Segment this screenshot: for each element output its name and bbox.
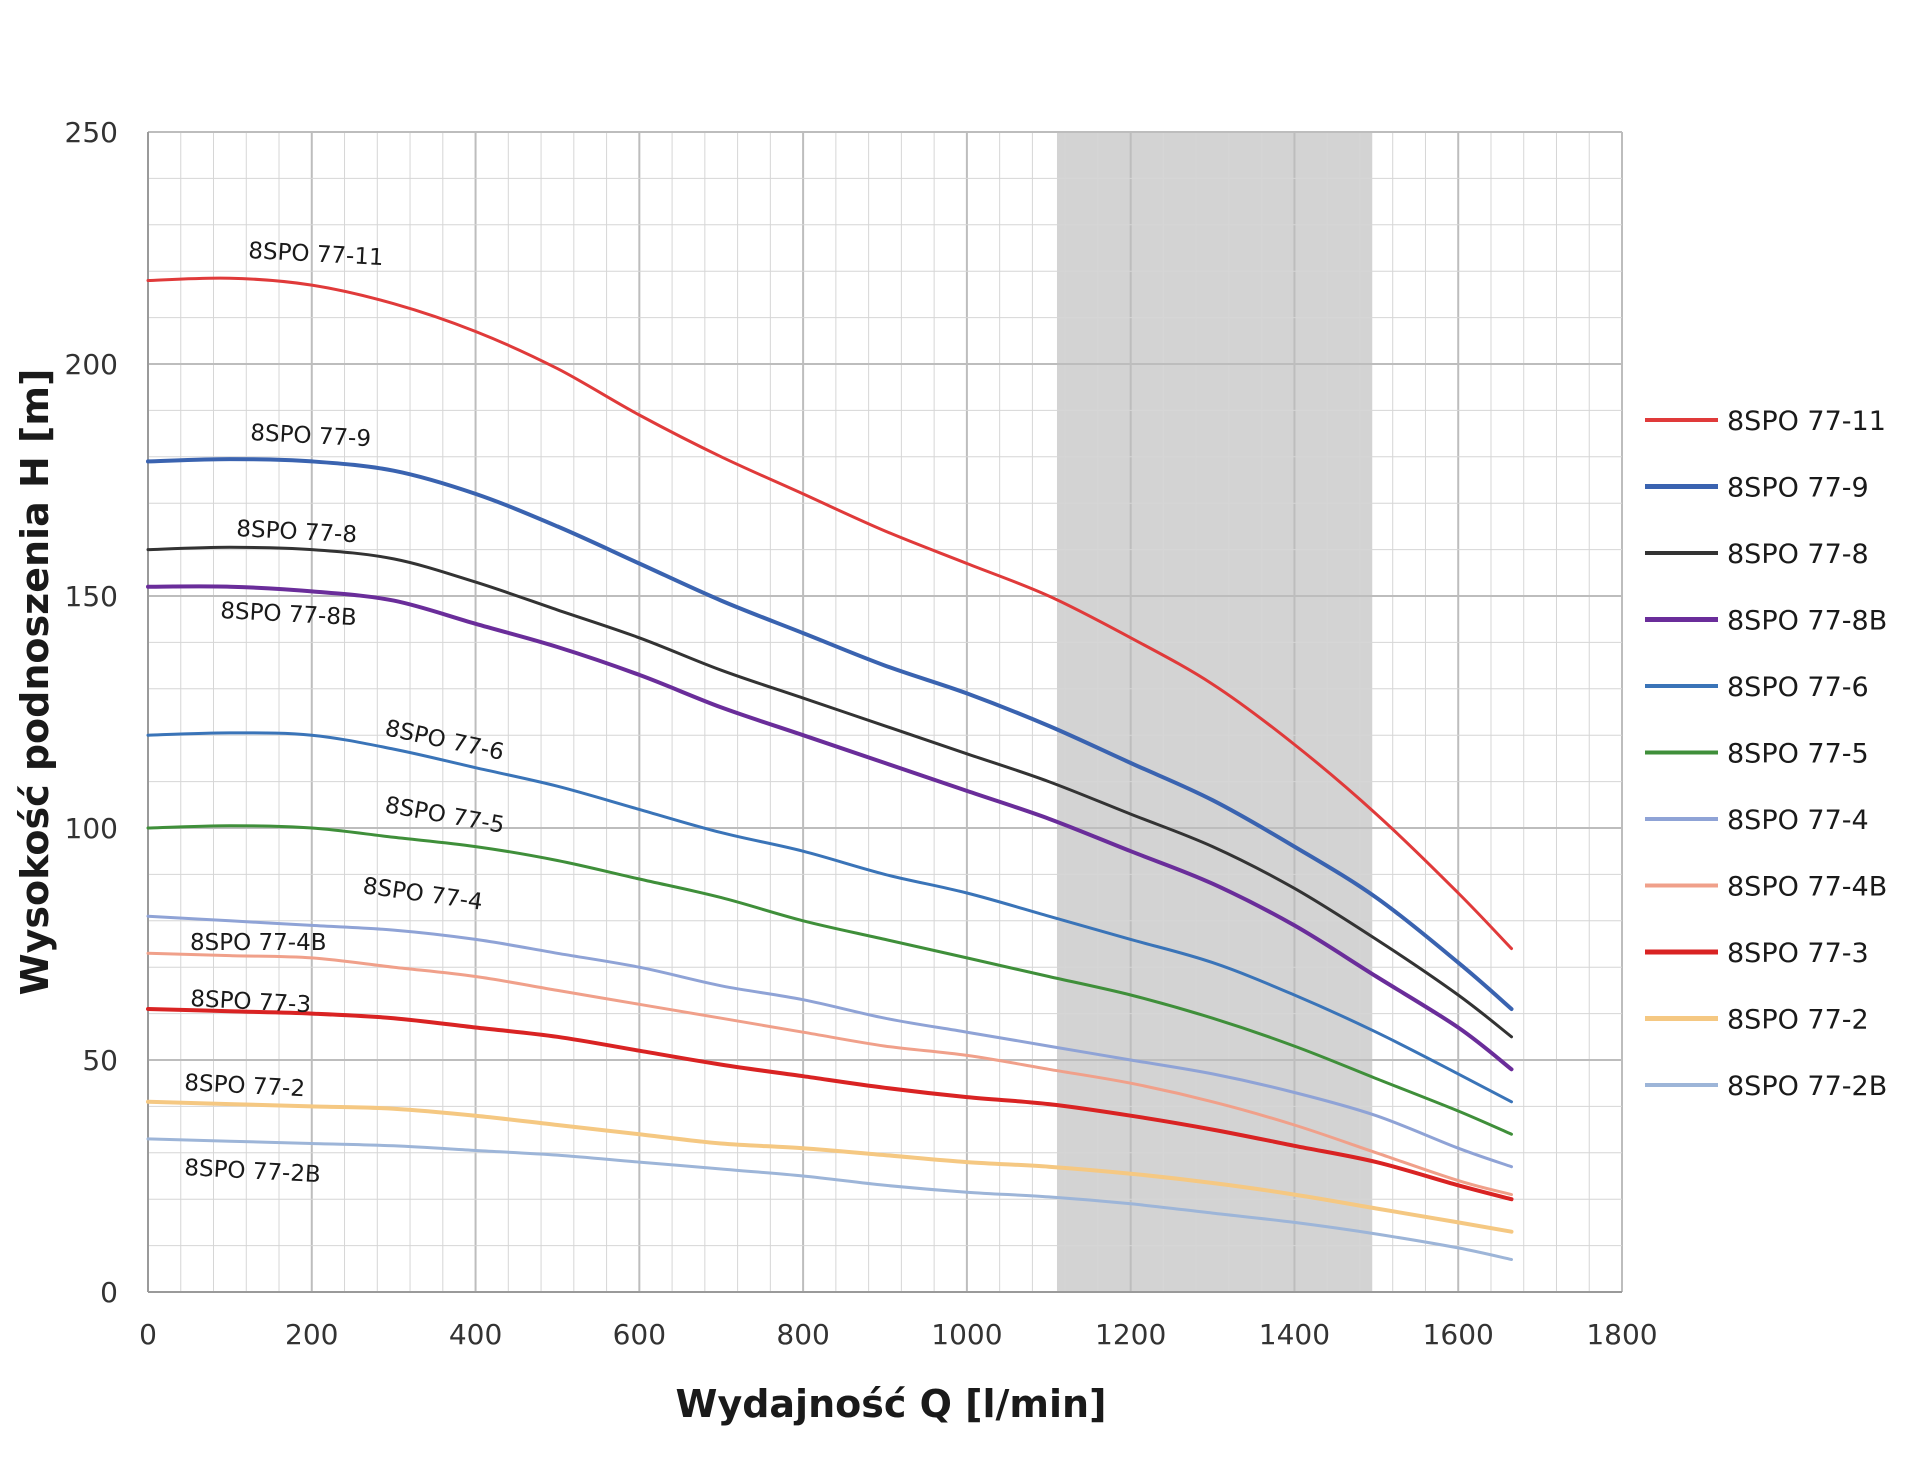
curve-label-8spo-77-8b: 8SPO 77-8B xyxy=(220,598,358,631)
legend-item-8spo-77-8b: 8SPO 77-8B xyxy=(1645,606,1887,637)
shaded-region-layer xyxy=(1056,132,1373,1292)
curve-label-8spo-77-2b: 8SPO 77-2B xyxy=(184,1155,322,1188)
legend-item-8spo-77-11: 8SPO 77-11 xyxy=(1645,406,1886,437)
curve-label-8spo-77-2: 8SPO 77-2 xyxy=(184,1070,306,1102)
legend-item-8spo-77-6: 8SPO 77-6 xyxy=(1645,672,1869,703)
curve-label-8spo-77-9: 8SPO 77-9 xyxy=(250,420,372,452)
legend-item-8spo-77-2: 8SPO 77-2 xyxy=(1645,1005,1869,1036)
legend-label: 8SPO 77-11 xyxy=(1727,406,1886,437)
legend-item-8spo-77-4b: 8SPO 77-4B xyxy=(1645,872,1887,903)
shaded-region xyxy=(1056,132,1373,1292)
curve-label-8spo-77-4: 8SPO 77-4 xyxy=(361,873,484,916)
x-tick-label: 200 xyxy=(285,1318,338,1351)
series-line-8spo-77-11 xyxy=(146,276,1513,951)
legend-item-8spo-77-5: 8SPO 77-5 xyxy=(1645,739,1869,770)
x-tick-label: 400 xyxy=(449,1318,502,1351)
y-tick-label: 50 xyxy=(82,1044,118,1077)
axis-layer: 0 200 400 600 800 1000 1200 1400 1600 1800 0 50 100 1… xyxy=(65,116,1658,1351)
series-line-8spo-77-4b xyxy=(146,951,1513,1197)
series-line-8spo-77-3 xyxy=(146,1007,1514,1202)
y-axis-title: Wysokość podnoszenia H [m] xyxy=(13,369,57,996)
legend-label: 8SPO 77-8 xyxy=(1727,539,1869,570)
legend-label: 8SPO 77-9 xyxy=(1727,473,1869,504)
legend-item-8spo-77-9: 8SPO 77-9 xyxy=(1645,473,1869,504)
legend-label: 8SPO 77-3 xyxy=(1727,938,1869,969)
legend-item-8spo-77-4: 8SPO 77-4 xyxy=(1645,805,1869,836)
series-line-8spo-77-8b xyxy=(146,584,1514,1072)
curve-label-8spo-77-11: 8SPO 77-11 xyxy=(248,238,385,271)
x-tick-label: 1800 xyxy=(1586,1318,1657,1351)
grid-layer xyxy=(147,131,1623,1293)
curve-label-8spo-77-8: 8SPO 77-8 xyxy=(236,516,358,548)
x-tick-label: 1400 xyxy=(1259,1318,1330,1351)
y-tick-label: 200 xyxy=(65,348,118,381)
x-tick-label: 1600 xyxy=(1423,1318,1494,1351)
legend-label: 8SPO 77-6 xyxy=(1727,672,1869,703)
series-line-8spo-77-2b xyxy=(146,1137,1513,1261)
series-line-8spo-77-8 xyxy=(146,545,1513,1039)
x-tick-label: 1000 xyxy=(931,1318,1002,1351)
x-tick-label: 0 xyxy=(139,1318,157,1351)
curve-label-8spo-77-3: 8SPO 77-3 xyxy=(190,986,312,1018)
x-axis-title: Wydajność Q [l/min] xyxy=(676,1382,1107,1426)
legend-item-8spo-77-3: 8SPO 77-3 xyxy=(1645,938,1869,969)
legend-label: 8SPO 77-5 xyxy=(1727,739,1869,770)
legend-label: 8SPO 77-4B xyxy=(1727,872,1887,903)
y-tick-label: 0 xyxy=(100,1276,118,1309)
curve-label-8spo-77-4b: 8SPO 77-4B xyxy=(190,930,327,956)
legend-item-8spo-77-8: 8SPO 77-8 xyxy=(1645,539,1869,570)
x-tick-label: 600 xyxy=(613,1318,666,1351)
curve-label-8spo-77-5: 8SPO 77-5 xyxy=(383,792,506,839)
y-tick-label: 150 xyxy=(65,580,118,613)
legend-label: 8SPO 77-2B xyxy=(1727,1071,1887,1102)
series-layer xyxy=(146,276,1514,1261)
series-line-8spo-77-4 xyxy=(146,914,1513,1169)
series-line-8spo-77-5 xyxy=(146,824,1513,1136)
legend-label: 8SPO 77-4 xyxy=(1727,805,1869,836)
legend-label: 8SPO 77-2 xyxy=(1727,1005,1869,1036)
legend-item-8spo-77-2b: 8SPO 77-2B xyxy=(1645,1071,1887,1102)
y-tick-label: 100 xyxy=(65,812,118,845)
series-line-8spo-77-2 xyxy=(146,1099,1514,1234)
legend-label: 8SPO 77-8B xyxy=(1727,606,1887,637)
series-line-8spo-77-9 xyxy=(146,457,1514,1011)
curve-label-8spo-77-6: 8SPO 77-6 xyxy=(383,715,506,766)
series-line-8spo-77-6 xyxy=(146,731,1513,1104)
x-tick-label: 1200 xyxy=(1095,1318,1166,1351)
legend: 8SPO 77-11 8SPO 77-9 8SPO 77-8 8SPO 77-8B 8S… xyxy=(1645,406,1887,1102)
y-tick-label: 250 xyxy=(65,116,118,149)
x-tick-label: 800 xyxy=(776,1318,829,1351)
